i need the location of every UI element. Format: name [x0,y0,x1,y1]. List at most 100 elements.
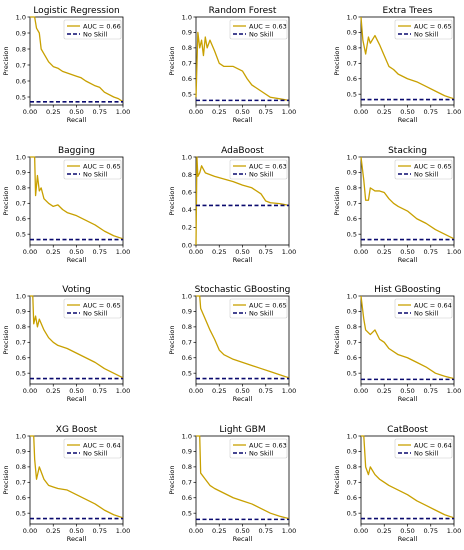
subplot-5: AdaBoost 0.0 0.2 0.4 0.6 0.8 1.0 0.00 0.25 0.50 0.… [168,146,296,264]
y-tick-label: 0.9 [16,29,26,37]
y-tick-label: 0.5 [16,509,26,517]
y-tick-label: 0.5 [182,369,192,377]
x-tick-label: 0.75 [93,527,107,535]
y-tick-label: 1.0 [16,153,26,161]
y-axis-label: Precision [2,325,10,354]
y-tick-label: 0.5 [347,90,357,98]
x-tick-label: 0.50 [400,527,414,535]
legend-label: AUC = 0.64 [83,441,121,449]
subplot-7: Voting 0.5 0.6 0.7 0.8 0.9 1.0 0.00 0.25 0.50 0.75… [2,285,130,403]
y-tick-label: 0.7 [182,479,192,487]
subplot-title: Stacking [388,146,427,156]
y-axis-label: Precision [333,325,341,354]
subplot-title: Voting [62,285,90,295]
subplot-4: Bagging 0.5 0.6 0.7 0.8 0.9 1.0 0.00 0.25 0.50 0.7… [2,146,130,264]
pr-curve-line [195,156,290,246]
y-tick-label: 0.8 [16,45,26,53]
y-tick-label: 0.5 [347,230,357,238]
y-tick-label: 0.6 [347,354,357,362]
x-tick-label: 0.00 [23,108,37,116]
legend-box [63,19,122,40]
pr-curve-line [360,16,455,100]
subplot-title: Logistic Regression [33,6,119,16]
legend-label: AUC = 0.63 [249,441,287,449]
y-tick-label: 0.9 [182,448,192,456]
y-tick-label: 0.8 [347,184,357,192]
pr-curve-line [30,156,124,240]
legend-label: No Skill [414,30,438,38]
pr-curve-line [195,31,290,102]
y-axis-label: Precision [2,186,10,215]
y-tick-label: 0.7 [182,339,192,347]
x-tick-label: 0.75 [93,248,107,256]
y-axis-label: Precision [333,46,341,75]
y-tick-label: 0.7 [347,339,357,347]
x-tick-label: 0.25 [46,527,60,535]
x-tick-label: 0.50 [235,527,249,535]
pr-curve-line [360,156,455,240]
y-tick-label: 0.5 [16,230,26,238]
y-tick-label: 0.7 [16,479,26,487]
subplot-6: Stacking 0.5 0.6 0.7 0.8 0.9 1.0 0.00 0.25 0.50 0.… [333,146,461,264]
subplot-2: Random Forest 0.5 0.6 0.7 0.8 0.9 1.0 0.00 0.25 0… [168,6,296,124]
y-tick-label: 0.8 [16,184,26,192]
y-tick-label: 0.6 [16,77,26,85]
x-tick-label: 0.75 [424,108,438,116]
legend-label: No Skill [83,30,107,38]
y-tick-label: 1.0 [182,292,192,300]
pr-curve-line [196,435,290,520]
x-tick-label: 0.00 [23,527,37,535]
legend-box [394,298,453,319]
x-tick-label: 0.25 [212,387,226,395]
y-tick-label: 0.5 [182,509,192,517]
subplot-1: Logistic Regression 0.5 0.6 0.7 0.8 0.9 1.0 0.0… [2,6,130,124]
legend-label: AUC = 0.63 [249,162,287,170]
y-tick-label: 0.5 [16,369,26,377]
y-tick-label: 0.9 [347,448,357,456]
y-axis-label: Precision [168,186,176,215]
y-tick-label: 0.8 [182,323,192,331]
legend-box [63,298,122,319]
legend-box [394,159,453,180]
y-tick-label: 1.0 [347,153,357,161]
x-tick-label: 0.25 [46,387,60,395]
subplot-12: CatBoost 0.5 0.6 0.7 0.8 0.9 1.0 0.00 0.25 0.50 0.… [333,425,461,543]
legend-label: AUC = 0.65 [414,22,452,30]
x-tick-label: 0.00 [189,387,203,395]
y-tick-label: 0.6 [182,75,192,83]
subplot-10: XG Boost 0.5 0.6 0.7 0.8 0.9 1.0 0.00 0.25 0.50 0.… [2,425,130,543]
x-tick-label: 0.75 [259,527,273,535]
x-axis-label: Recall [233,116,253,124]
y-tick-label: 0.7 [16,61,26,69]
legend-box [229,298,288,319]
y-tick-label: 1.0 [347,432,357,440]
y-axis-label: Precision [333,465,341,494]
x-tick-label: 0.50 [400,248,414,256]
y-tick-label: 0.2 [182,224,192,232]
y-tick-label: 0.8 [347,463,357,471]
pr-curve-line [361,435,455,519]
legend-label: AUC = 0.63 [249,22,287,30]
x-tick-label: 0.50 [235,248,249,256]
y-tick-label: 0.8 [182,171,192,179]
legend-label: No Skill [414,170,438,178]
y-tick-label: 0.6 [16,215,26,223]
y-tick-label: 0.8 [182,463,192,471]
y-tick-label: 0.9 [16,169,26,177]
y-tick-label: 0.6 [182,354,192,362]
x-tick-label: 0.50 [235,387,249,395]
x-tick-label: 0.25 [377,387,391,395]
x-tick-label: 0.00 [23,248,37,256]
y-axis-label: Precision [333,186,341,215]
x-tick-label: 0.00 [23,387,37,395]
x-tick-label: 0.50 [235,108,249,116]
x-tick-label: 0.25 [377,108,391,116]
pr-curve-line [360,295,455,380]
subplot-title: Extra Trees [382,6,432,16]
subplot-title: Random Forest [209,6,277,16]
y-tick-label: 0.9 [182,29,192,37]
y-tick-label: 1.0 [16,292,26,300]
y-tick-label: 0.6 [182,189,192,197]
y-tick-label: 0.4 [182,206,192,214]
